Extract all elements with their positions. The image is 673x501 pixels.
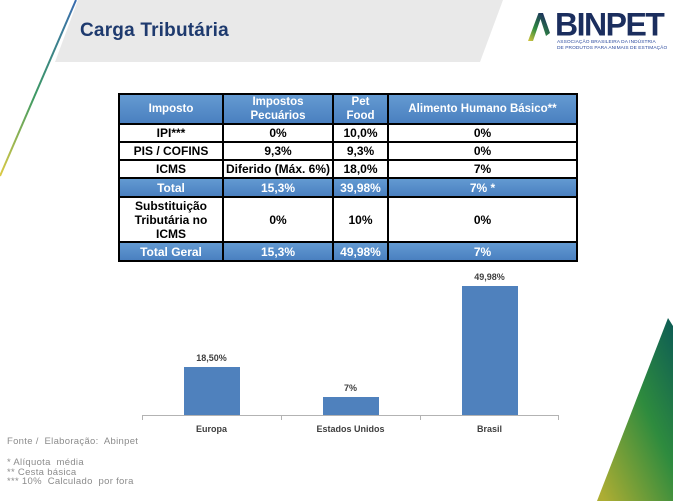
table-cell: 15,3%: [222, 241, 334, 262]
category-axis: Europa Estados Unidos Brasil: [142, 416, 559, 434]
logo-tagline: ASSOCIAÇÃO BRASILEIRA DA INDÚSTRIA DE PR…: [557, 40, 668, 52]
bar-chart-plot: 18,50% 7% 49,98%: [142, 268, 559, 420]
bar-group: 7%: [281, 268, 420, 415]
tax-table-header-row: Imposto Impostos Pecuários Pet Food Alim…: [118, 93, 578, 125]
axis-tick: [419, 416, 421, 420]
table-cell: 15,3%: [222, 177, 334, 198]
table-cell: Diferido (Máx. 6%): [222, 159, 334, 179]
table-cell: 0%: [387, 196, 578, 243]
column-header: Imposto: [118, 93, 224, 125]
bar-estados-unidos: [322, 397, 379, 415]
table-cell: Substituição Tributária no ICMS: [118, 196, 224, 243]
bar-europa: [183, 367, 240, 415]
header-band: [55, 0, 503, 62]
bar-group: 49,98%: [420, 268, 559, 415]
table-grand-total-row: Total Geral 15,3% 49,98% 7%: [118, 241, 578, 262]
table-cell: 0%: [222, 123, 334, 143]
logo-peak-icon: [528, 13, 550, 41]
table-cell: 18,0%: [332, 159, 389, 179]
table-row: IPI*** 0% 10,0% 0%: [118, 123, 578, 143]
logo-tagline-line2: DE PRODUTOS PARA ANIMAIS DE ESTIMAÇÃO: [557, 45, 668, 51]
table-cell: 0%: [387, 123, 578, 143]
column-header: Impostos Pecuários: [222, 93, 334, 125]
table-row: Substituição Tributária no ICMS 0% 10% 0…: [118, 196, 578, 243]
table-total-row: Total 15,3% 39,98% 7% *: [118, 177, 578, 198]
table-cell: 9,3%: [222, 141, 334, 161]
axis-tick: [280, 416, 282, 420]
footnote: * Alíquota média: [7, 457, 84, 468]
footnote: ** Cesta básica: [7, 466, 77, 478]
axis-tick: [558, 416, 559, 420]
source-note: Fonte / Elaboração: Abinpet: [7, 436, 139, 447]
table-row: PIS / COFINS 9,3% 9,3% 0%: [118, 141, 578, 161]
column-header: Alimento Humano Básico**: [387, 93, 578, 125]
table-cell: 7%: [387, 159, 578, 179]
table-cell: 49,98%: [332, 241, 389, 262]
table-cell: 10%: [332, 196, 389, 243]
logo-text-block: BINPET ASSOCIAÇÃO BRASILEIRA DA INDÚSTRI…: [555, 5, 673, 54]
column-header: Pet Food: [332, 93, 389, 125]
table-cell: 9,3%: [332, 141, 389, 161]
table-cell: PIS / COFINS: [118, 141, 224, 161]
bar-value-label: 49,98%: [474, 272, 505, 282]
table-cell: 7% *: [387, 177, 578, 198]
footnotes: * Alíquota média ** Cesta básica *** 10%…: [7, 458, 138, 487]
category-label: Europa: [195, 424, 227, 434]
bar-group: 18,50%: [142, 268, 281, 415]
bar-chart: 18,50% 7% 49,98% Europa Estados Unidos B…: [142, 268, 559, 434]
diagonal-accent-line: [0, 0, 77, 177]
table-cell: IPI***: [118, 123, 224, 143]
page-title: Carga Tributária: [80, 20, 229, 41]
axis-tick: [142, 416, 143, 420]
category-label: Brasil: [476, 424, 502, 434]
table-cell: Total Geral: [118, 241, 224, 262]
tax-table: Imposto Impostos Pecuários Pet Food Alim…: [118, 93, 578, 262]
table-cell: 39,98%: [332, 177, 389, 198]
corner-triangle: [597, 318, 673, 501]
category-label: Estados Unidos: [316, 424, 385, 434]
table-cell: ICMS: [118, 159, 224, 179]
table-row: ICMS Diferido (Máx. 6%) 18,0% 7%: [118, 159, 578, 179]
bar-value-label: 7%: [343, 383, 357, 393]
bar-brasil: [461, 286, 518, 415]
abinpet-logo: BINPET ASSOCIAÇÃO BRASILEIRA DA INDÚSTRI…: [528, 5, 673, 54]
table-cell: 0%: [222, 196, 334, 243]
table-cell: 10,0%: [332, 123, 389, 143]
table-cell: 7%: [387, 241, 578, 262]
bar-value-label: 18,50%: [196, 353, 227, 363]
table-cell: 0%: [387, 141, 578, 161]
logo-tagline-line1: ASSOCIAÇÃO BRASILEIRA DA INDÚSTRIA: [557, 40, 656, 45]
footnote: *** 10% Calculado por fora: [7, 476, 134, 487]
table-cell: Total: [118, 177, 224, 198]
footer: Fonte / Elaboração: Abinpet * Alíquota m…: [7, 436, 138, 487]
logo-wordmark: BINPET: [555, 5, 665, 43]
